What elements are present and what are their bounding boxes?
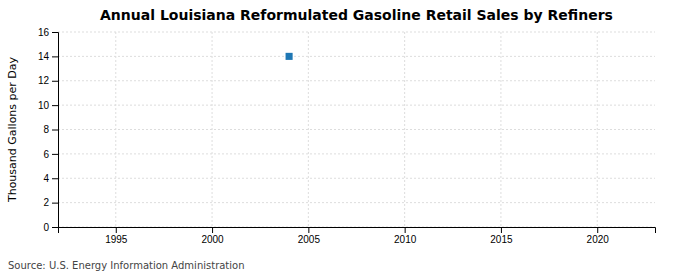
y-tick-label: 6 (43, 149, 49, 160)
y-grid-line (58, 56, 655, 57)
x-grid-line (404, 32, 405, 227)
y-grid-line (58, 153, 655, 154)
x-tick-mark (308, 227, 309, 233)
y-tick: 4 (43, 173, 58, 184)
y-grid-line (58, 105, 655, 106)
x-tick-mark (116, 227, 117, 233)
y-tick-label: 14 (38, 51, 50, 62)
y-tick-label: 4 (43, 173, 49, 184)
y-grid-line (58, 202, 655, 203)
point (286, 53, 293, 60)
x-tick: 2005 (298, 227, 321, 245)
x-tick-label: 2020 (587, 234, 610, 245)
y-tick: 10 (38, 100, 58, 111)
y-tick-label: 10 (38, 100, 50, 111)
x-tick-label: 2015 (490, 234, 513, 245)
y-tick-mark (52, 56, 58, 57)
y-tick-mark (52, 32, 58, 33)
x-tick-mark (212, 227, 213, 233)
y-tick-label: 0 (43, 222, 49, 233)
y-axis: 0 2 4 6 8 10 12 14 16 (38, 27, 59, 233)
x-grid-line (597, 32, 598, 227)
y-tick: 6 (43, 149, 58, 160)
y-tick-mark (52, 130, 58, 131)
y-tick-label: 2 (43, 197, 49, 208)
y-tick: 2 (43, 197, 58, 208)
y-tick: 12 (38, 75, 58, 86)
x-axis-line (59, 228, 656, 234)
grid (58, 32, 655, 227)
y-tick: 16 (38, 27, 58, 38)
x-tick: 2010 (394, 227, 417, 245)
y-tick: 8 (43, 124, 58, 135)
points (286, 53, 293, 60)
y-tick: 14 (38, 51, 58, 62)
x-tick-label: 2005 (298, 234, 321, 245)
y-tick-label: 8 (43, 124, 49, 135)
y-grid-line (58, 80, 655, 81)
y-tick-mark (52, 154, 58, 155)
y-tick-mark (52, 81, 58, 82)
x-tick: 1995 (105, 227, 128, 245)
y-tick-mark (52, 105, 58, 106)
x-tick: 2000 (201, 227, 224, 245)
x-axis: 1995 2000 2005 2010 2015 2020 (59, 227, 656, 245)
y-grid-line (58, 178, 655, 179)
x-grid-line (308, 32, 309, 227)
x-tick: 2020 (587, 227, 610, 245)
y-axis-line (52, 33, 59, 228)
x-tick-mark (501, 227, 502, 233)
y-tick: 0 (43, 222, 58, 233)
y-axis-title: Thousand Gallons per Day (6, 56, 19, 203)
title: Annual Louisiana Reformulated Gasoline R… (100, 7, 613, 23)
y-tick-mark (52, 203, 58, 204)
y-tick-label: 16 (38, 27, 50, 38)
y-tick-label: 12 (38, 75, 50, 86)
y-grid-line (58, 32, 655, 33)
x-tick-label: 2010 (394, 234, 417, 245)
chart: 1995 2000 2005 2010 2015 2020 0 2 4 6 8 10 12 14 16 Ann… (0, 0, 675, 275)
plot-area: 1995 2000 2005 2010 2015 2020 0 2 4 6 8 10 12 14 16 (38, 27, 656, 245)
y-grid-line (58, 129, 655, 130)
source-note: Source: U.S. Energy Information Administ… (8, 260, 245, 271)
x-tick: 2015 (490, 227, 513, 245)
y-tick-mark (52, 227, 58, 228)
x-tick-label: 1995 (105, 234, 128, 245)
y-tick-mark (52, 178, 58, 179)
x-tick-mark (597, 227, 598, 233)
x-tick-mark (405, 227, 406, 233)
x-tick-label: 2000 (201, 234, 224, 245)
x-grid-line (500, 32, 501, 227)
